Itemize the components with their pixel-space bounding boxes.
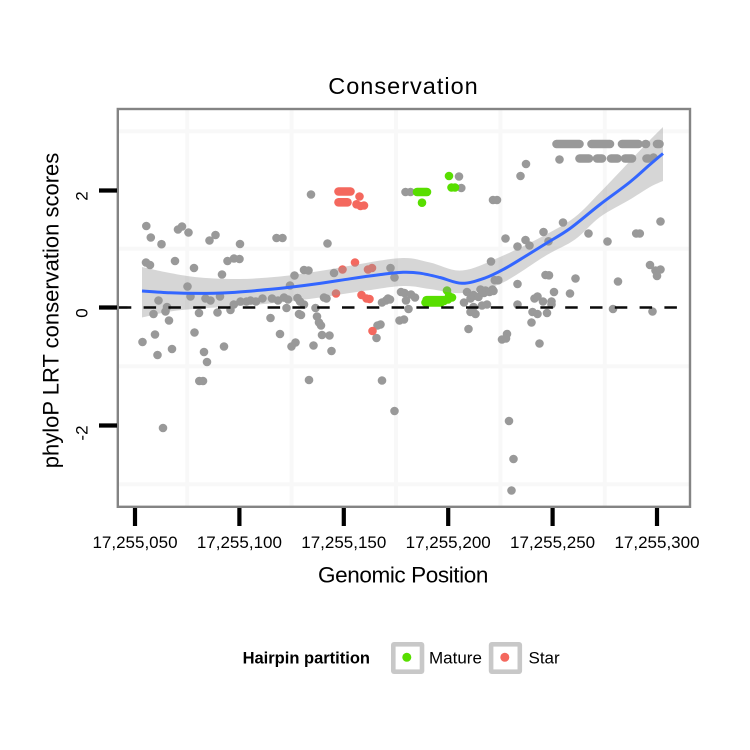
svg-text:phyloP LRT conservation scores: phyloP LRT conservation scores: [38, 153, 63, 469]
svg-text:2: 2: [73, 191, 92, 200]
svg-text:17,255,300: 17,255,300: [614, 533, 699, 552]
svg-text:0: 0: [73, 308, 92, 317]
svg-text:-2: -2: [73, 425, 92, 440]
svg-text:Mature: Mature: [429, 649, 482, 668]
svg-text:Star: Star: [529, 649, 561, 668]
svg-text:17,255,050: 17,255,050: [92, 533, 177, 552]
svg-text:17,255,150: 17,255,150: [301, 533, 386, 552]
svg-text:Hairpin partition: Hairpin partition: [243, 650, 370, 668]
svg-text:Genomic Position: Genomic Position: [318, 562, 488, 587]
svg-text:17,255,250: 17,255,250: [510, 533, 595, 552]
svg-text:17,255,200: 17,255,200: [406, 533, 491, 552]
svg-text:Conservation: Conservation: [328, 73, 478, 99]
svg-text:17,255,100: 17,255,100: [197, 533, 282, 552]
